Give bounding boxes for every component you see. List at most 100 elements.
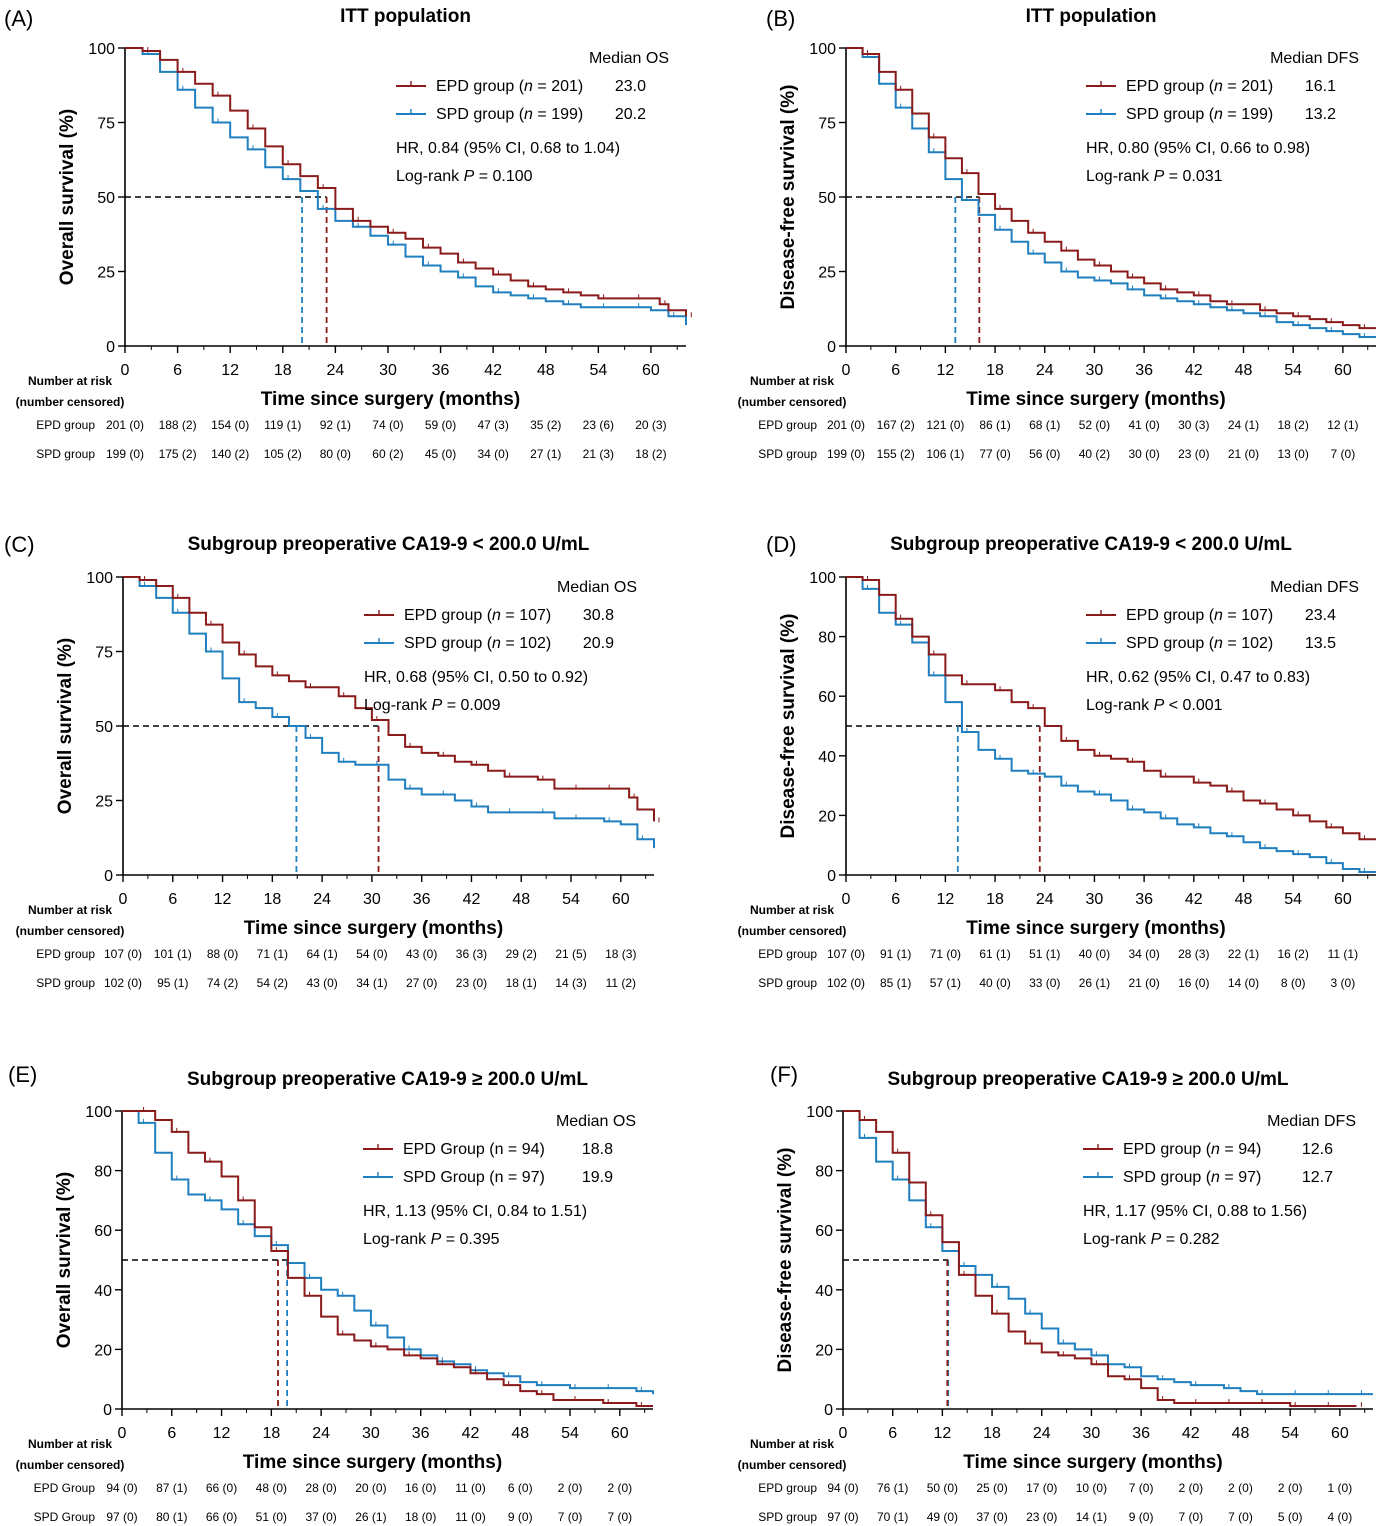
risk-cell: 74 (0)	[372, 418, 403, 432]
y-tick-label: 0	[104, 868, 113, 885]
y-axis-label: Overall survival (%)	[54, 1172, 75, 1348]
risk-cell: 106 (1)	[926, 447, 964, 461]
x-axis-label: Time since surgery (months)	[966, 918, 1225, 939]
y-tick-label: 50	[97, 190, 115, 207]
x-axis-label: Time since surgery (months)	[243, 1452, 502, 1473]
epd-survival-curve	[846, 47, 1376, 330]
risk-cell: 29 (2)	[506, 947, 537, 961]
epd-legend-label: EPD group (n = 201)	[436, 78, 583, 95]
risk-cell: 66 (0)	[206, 1510, 237, 1524]
risk-cell: 49 (0)	[927, 1510, 958, 1524]
y-tick-label: 20	[815, 1342, 833, 1359]
risk-cell: 21 (0)	[1128, 976, 1159, 990]
risk-cell: 87 (1)	[156, 1481, 187, 1495]
y-tick-label: 100	[809, 41, 836, 58]
y-tick-label: 50	[818, 190, 836, 207]
epd-censor-marks	[147, 46, 692, 318]
risk-cell: 23 (6)	[583, 418, 614, 432]
risk-cell: 26 (1)	[1079, 976, 1110, 990]
risk-cell: 94 (0)	[827, 1481, 858, 1495]
x-tick-label: 48	[1235, 362, 1253, 379]
risk-header-line1: Number at risk	[750, 903, 834, 917]
x-tick-label: 60	[612, 891, 630, 908]
risk-cell: 10 (0)	[1076, 1481, 1107, 1495]
median-header: Median OS	[589, 50, 669, 67]
risk-cell: 2 (0)	[558, 1481, 583, 1495]
risk-cell: 5 (0)	[1278, 1510, 1303, 1524]
risk-cell: 30 (0)	[1128, 447, 1159, 461]
risk-cell: 16 (2)	[1278, 947, 1309, 961]
x-tick-label: 42	[484, 362, 502, 379]
x-tick-label: 54	[562, 891, 580, 908]
spd-legend-label: SPD group (n = 102)	[1126, 635, 1273, 652]
risk-cell: 20 (3)	[635, 418, 666, 432]
y-tick-label: 50	[95, 719, 113, 736]
epd-survival-curve	[846, 576, 1376, 841]
risk-cell: 71 (0)	[930, 947, 961, 961]
spd-risk-row: SPD group 199 (0) 175 (2) 140 (2) 105 (2) 80 …	[36, 447, 666, 461]
y-tick-label: 20	[818, 808, 836, 825]
y-tick-label: 75	[95, 645, 113, 662]
spd-risk-row: SPD group 102 (0) 95 (1) 74 (2) 54 (2) 43 (0)…	[36, 976, 636, 990]
risk-header-line2: (number censored)	[738, 395, 847, 409]
risk-cell: 16 (0)	[1178, 976, 1209, 990]
x-tick-label: 42	[1182, 1425, 1200, 1442]
x-tick-label: 48	[537, 362, 555, 379]
y-tick-label: 0	[827, 868, 836, 885]
risk-cell: 7 (0)	[1331, 447, 1356, 461]
x-tick-label: 30	[1086, 891, 1104, 908]
panel-e: (E) Subgroup preoperative CA19-9 ≥ 200.0 …	[8, 1062, 654, 1524]
x-tick-label: 30	[1086, 362, 1104, 379]
risk-cell: 68 (1)	[1029, 418, 1060, 432]
x-tick-label: 36	[413, 891, 431, 908]
risk-cell: 52 (0)	[1079, 418, 1110, 432]
risk-cell: 54 (2)	[257, 976, 288, 990]
risk-row-label: EPD group	[36, 947, 95, 961]
x-tick-label: 6	[173, 362, 182, 379]
spd-survival-curve	[123, 576, 655, 849]
y-tick-label: 100	[806, 1104, 833, 1121]
y-tick-label: 0	[824, 1402, 833, 1419]
y-tick-label: 40	[818, 749, 836, 766]
risk-cell: 18 (2)	[1278, 418, 1309, 432]
spd-censor-marks	[867, 584, 1365, 874]
risk-header-line2: (number censored)	[738, 1458, 847, 1472]
spd-median-value: 20.9	[583, 635, 614, 652]
hazard-ratio: HR, 0.62 (95% CI, 0.47 to 0.83)	[1086, 669, 1310, 686]
spd-censor-marks	[867, 52, 1365, 339]
risk-cell: 24 (1)	[1228, 418, 1259, 432]
risk-header-line1: Number at risk	[28, 1437, 112, 1451]
risk-cell: 37 (0)	[305, 1510, 336, 1524]
x-axis-label: Time since surgery (months)	[261, 389, 520, 410]
epd-risk-row: EPD group 94 (0) 76 (1) 50 (0) 25 (0) 17 (0) 1…	[758, 1481, 1352, 1495]
spd-survival-curve	[846, 576, 1376, 874]
x-axis-label: Time since surgery (months)	[963, 1452, 1222, 1473]
x-tick-label: 0	[842, 891, 851, 908]
risk-cell: 56 (0)	[1029, 447, 1060, 461]
spd-legend-label: SPD group (n = 199)	[436, 106, 583, 123]
risk-cell: 40 (2)	[1079, 447, 1110, 461]
x-tick-label: 60	[642, 362, 660, 379]
epd-censor-marks	[143, 1107, 642, 1408]
y-tick-label: 80	[94, 1164, 112, 1181]
risk-cell: 64 (1)	[306, 947, 337, 961]
epd-median-value: 30.8	[583, 607, 614, 624]
risk-cell: 105 (2)	[264, 447, 302, 461]
risk-cell: 12 (1)	[1327, 418, 1358, 432]
panel-letter: (D)	[766, 532, 797, 557]
x-tick-label: 30	[379, 362, 397, 379]
risk-cell: 94 (0)	[106, 1481, 137, 1495]
epd-censor-marks	[867, 49, 1365, 330]
y-tick-label: 80	[818, 630, 836, 647]
risk-cell: 14 (3)	[555, 976, 586, 990]
risk-cell: 23 (0)	[1026, 1510, 1057, 1524]
spd-censor-marks	[143, 1118, 642, 1393]
risk-cell: 3 (0)	[1331, 976, 1356, 990]
epd-risk-row: EPD group 201 (0) 188 (2) 154 (0) 119 (1) 92 …	[36, 418, 666, 432]
panel-title: Subgroup preoperative CA19-9 ≥ 200.0 U/m…	[887, 1069, 1288, 1090]
x-tick-label: 6	[888, 1425, 897, 1442]
epd-survival-curve	[125, 47, 687, 317]
spd-median-value: 13.2	[1305, 106, 1336, 123]
x-tick-label: 18	[262, 1425, 280, 1442]
